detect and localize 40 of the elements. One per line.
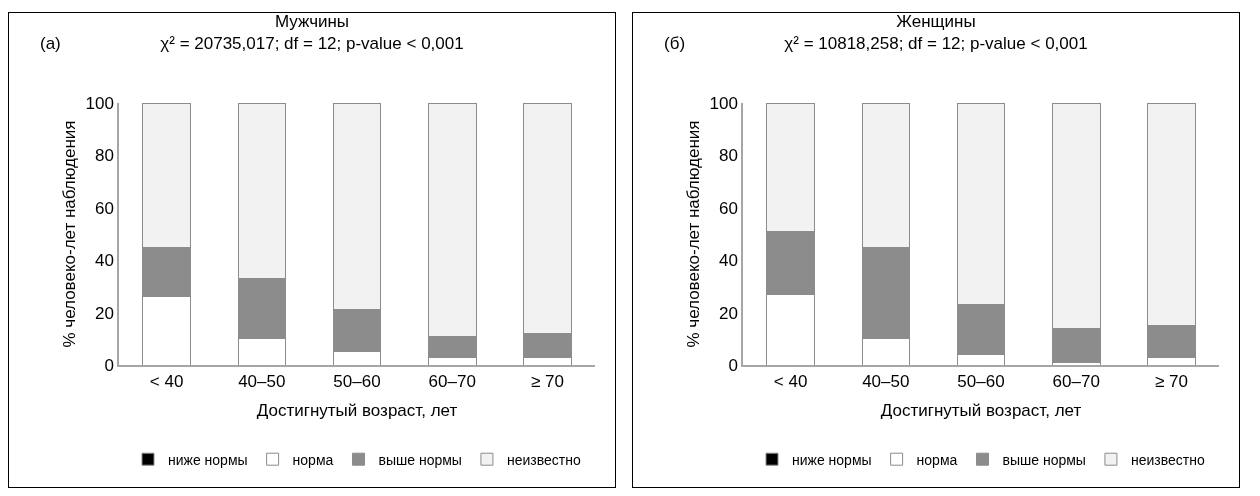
y-tick-label: 40	[94, 251, 114, 271]
x-tick-label: ≥ 70	[1154, 372, 1188, 392]
chart-subtitle: χ² = 20735,017; df = 12; p-value < 0,001	[160, 34, 464, 54]
legend-label: норма	[292, 451, 334, 468]
y-tick-label: 100	[85, 93, 114, 113]
text: (a)	[40, 34, 61, 53]
y-tick-label: 0	[728, 355, 738, 375]
y-tick-label: 20	[94, 303, 114, 323]
y-tick-label: 80	[718, 146, 738, 166]
text: (б)	[664, 34, 686, 53]
x-axis-title: Достигнутый возраст, лет	[256, 401, 458, 421]
x-tick-label: 60–70	[428, 372, 476, 392]
y-axis-title: % человеко-лет наблюдения	[683, 120, 703, 348]
legend-label: норма	[916, 451, 958, 468]
chart-title: Женщины	[896, 12, 976, 32]
legend-label: выше нормы	[378, 451, 462, 468]
legend-label: неизвестно	[1130, 451, 1205, 468]
x-tick-label: ≥ 70	[530, 372, 564, 392]
x-tick-label: < 40	[149, 372, 184, 392]
y-tick-label: 0	[104, 355, 114, 375]
legend-label: неизвестно	[506, 451, 581, 468]
legend-label: ниже нормы	[792, 451, 872, 468]
chart-title: Мужчины	[274, 12, 350, 32]
y-tick-label: 40	[718, 251, 738, 271]
y-tick-label: 20	[718, 303, 738, 323]
y-tick-label: 100	[709, 93, 738, 113]
x-tick-label: 60–70	[1052, 372, 1100, 392]
x-tick-label: 50–60	[333, 372, 381, 392]
x-tick-label: 50–60	[957, 372, 1005, 392]
x-tick-label: 40–50	[238, 372, 286, 392]
x-tick-label: < 40	[773, 372, 808, 392]
legend-label: ниже нормы	[168, 451, 248, 468]
x-tick-label: 40–50	[862, 372, 910, 392]
chart-subtitle: χ² = 10818,258; df = 12; p-value < 0,001	[784, 34, 1088, 54]
y-axis-title: % человеко-лет наблюдения	[59, 120, 79, 348]
x-axis-title: Достигнутый возраст, лет	[880, 401, 1082, 421]
y-tick-label: 60	[718, 198, 738, 218]
y-tick-label: 60	[94, 198, 114, 218]
legend-label: выше нормы	[1002, 451, 1086, 468]
y-tick-label: 80	[94, 146, 114, 166]
